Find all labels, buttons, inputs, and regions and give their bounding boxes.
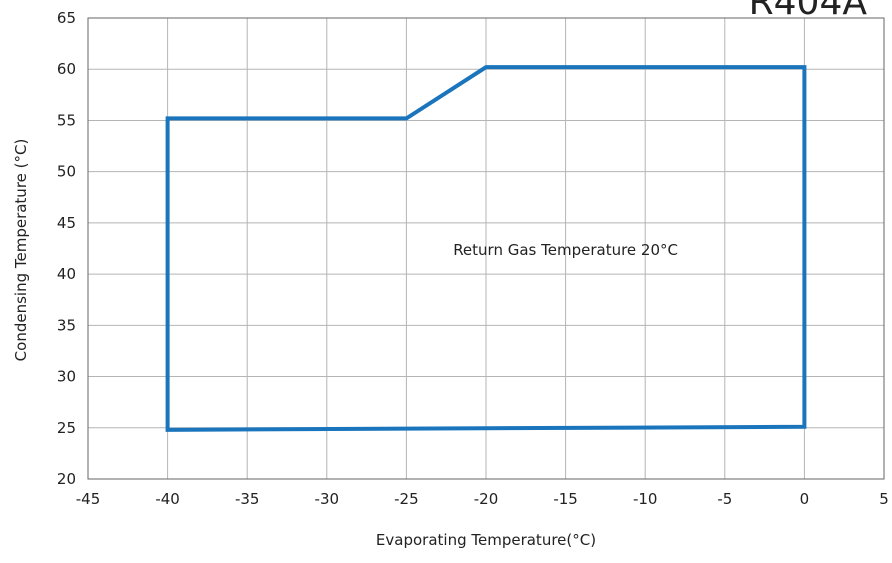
y-tick-label: 60	[57, 60, 76, 78]
y-tick-label: 40	[57, 265, 76, 283]
y-tick-label: 35	[57, 316, 76, 334]
return-gas-temperature-annotation: Return Gas Temperature 20°C	[453, 241, 678, 259]
x-tick-label: -25	[394, 490, 419, 508]
plot-frame	[87, 17, 885, 480]
y-axis-label: Condensing Temperature (°C)	[12, 139, 30, 362]
x-tick-label: -45	[76, 490, 101, 508]
y-tick-label: 55	[57, 111, 76, 129]
series-layer	[165, 65, 807, 432]
x-axis-label: Evaporating Temperature(°C)	[376, 531, 596, 549]
axis-layer	[87, 17, 885, 480]
y-tick-label: 45	[57, 214, 76, 232]
operating-envelope-line	[165, 65, 807, 432]
y-tick-label: 20	[57, 470, 76, 488]
x-tick-label: -40	[155, 490, 180, 508]
x-tick-label: -15	[553, 490, 578, 508]
x-tick-label: -5	[717, 490, 732, 508]
x-tick-label: -35	[235, 490, 260, 508]
x-tick-label: 5	[879, 490, 889, 508]
y-tick-label: 25	[57, 419, 76, 437]
x-tick-label: -30	[315, 490, 340, 508]
chart-title: R404A	[749, 0, 868, 23]
y-tick-label: 30	[57, 368, 76, 386]
label-layer: R404A Evaporating Temperature(°C) Conden…	[12, 0, 889, 549]
y-tick-label: 50	[57, 163, 76, 181]
x-tick-label: -20	[474, 490, 499, 508]
x-tick-label: 0	[800, 490, 810, 508]
y-tick-label: 65	[57, 9, 76, 27]
x-tick-label: -10	[633, 490, 658, 508]
